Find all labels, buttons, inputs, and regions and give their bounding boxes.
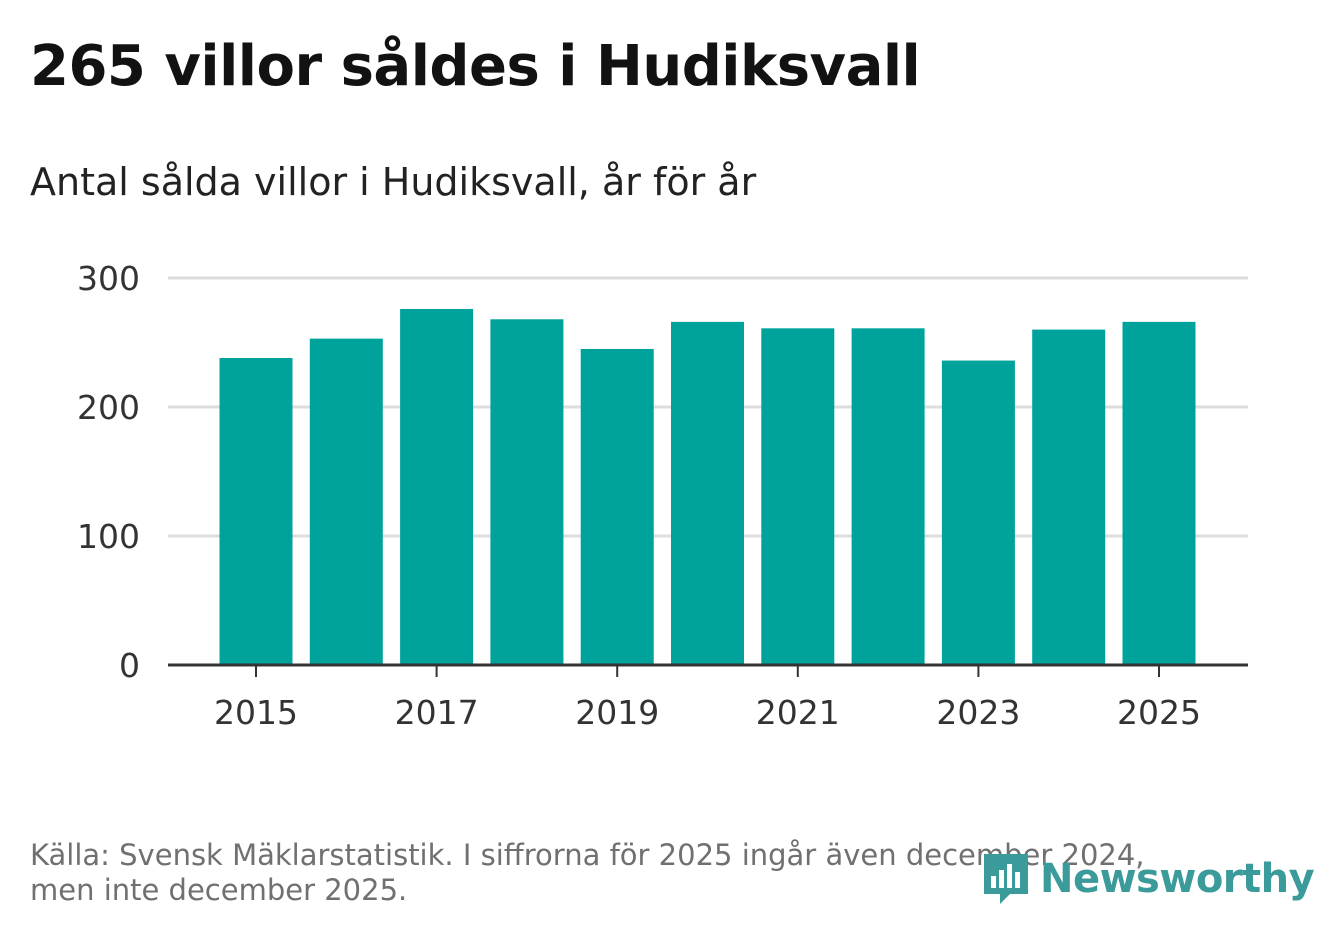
x-tick-label: 2015 (214, 693, 298, 732)
brand-logo: Newsworthy (980, 850, 1315, 908)
x-tick-label: 2023 (936, 693, 1020, 732)
x-tick-label: 2019 (575, 693, 659, 732)
y-tick-label: 100 (77, 517, 140, 556)
brand-name: Newsworthy (1040, 856, 1315, 902)
bar (761, 328, 835, 665)
newsworthy-logo-icon (984, 854, 1028, 904)
source-line-2: men inte december 2025. (30, 873, 408, 907)
y-tick-label: 0 (119, 646, 140, 685)
bar (309, 338, 383, 665)
chart-title: 265 villor såldes i Hudiksvall (30, 34, 921, 99)
x-tick-label: 2025 (1117, 693, 1201, 732)
bar (671, 321, 744, 665)
bar (580, 348, 654, 665)
bar (941, 360, 1015, 665)
bar (1122, 321, 1196, 665)
bar (1032, 329, 1106, 665)
bar (400, 308, 474, 665)
y-tick-label: 200 (77, 388, 140, 427)
bar (490, 319, 564, 665)
x-tick-label: 2021 (756, 693, 840, 732)
x-tick-label: 2017 (395, 693, 479, 732)
bar (219, 357, 293, 665)
y-tick-label: 300 (77, 259, 140, 298)
chart-subtitle: Antal sålda villor i Hudiksvall, år för … (30, 160, 757, 204)
source-note: Källa: Svensk Mäklarstatistik. I siffror… (30, 838, 1230, 908)
bar (851, 328, 925, 665)
source-line-1: Källa: Svensk Mäklarstatistik. I siffror… (30, 838, 1145, 872)
